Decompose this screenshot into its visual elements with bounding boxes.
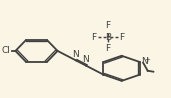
Text: N: N	[83, 55, 89, 64]
Text: Cl: Cl	[1, 46, 10, 55]
Text: F: F	[105, 21, 110, 30]
Text: B: B	[105, 33, 111, 42]
Text: F: F	[120, 33, 125, 42]
Text: N: N	[72, 50, 79, 59]
Text: N: N	[141, 57, 148, 66]
Text: +: +	[144, 58, 150, 64]
Text: F: F	[91, 33, 96, 42]
Text: F: F	[105, 44, 110, 54]
